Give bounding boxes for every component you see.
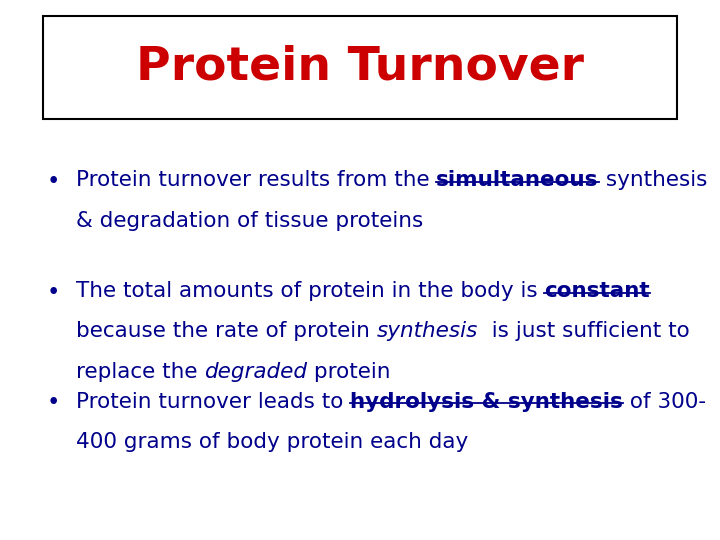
Text: & degradation of tissue proteins: & degradation of tissue proteins xyxy=(76,211,423,231)
Text: synthesis: synthesis xyxy=(598,170,707,190)
Text: degraded: degraded xyxy=(204,362,307,382)
Text: The total amounts of protein in the body is: The total amounts of protein in the body… xyxy=(76,281,544,301)
Text: synthesis: synthesis xyxy=(377,321,478,341)
Text: Protein turnover results from the: Protein turnover results from the xyxy=(76,170,436,190)
Text: is just sufficient to: is just sufficient to xyxy=(478,321,690,341)
Text: constant: constant xyxy=(544,281,649,301)
Text: Protein Turnover: Protein Turnover xyxy=(136,45,584,90)
Text: •: • xyxy=(47,392,60,415)
Text: 400 grams of body protein each day: 400 grams of body protein each day xyxy=(76,432,468,452)
Text: hydrolysis & synthesis: hydrolysis & synthesis xyxy=(350,392,623,411)
Text: simultaneous: simultaneous xyxy=(436,170,598,190)
Text: replace the: replace the xyxy=(76,362,204,382)
Text: because the rate of protein: because the rate of protein xyxy=(76,321,377,341)
Text: •: • xyxy=(47,281,60,304)
Text: of 300-: of 300- xyxy=(623,392,706,411)
Text: Protein turnover leads to: Protein turnover leads to xyxy=(76,392,350,411)
Bar xyxy=(43,16,677,119)
Text: •: • xyxy=(47,170,60,193)
Text: protein: protein xyxy=(307,362,390,382)
